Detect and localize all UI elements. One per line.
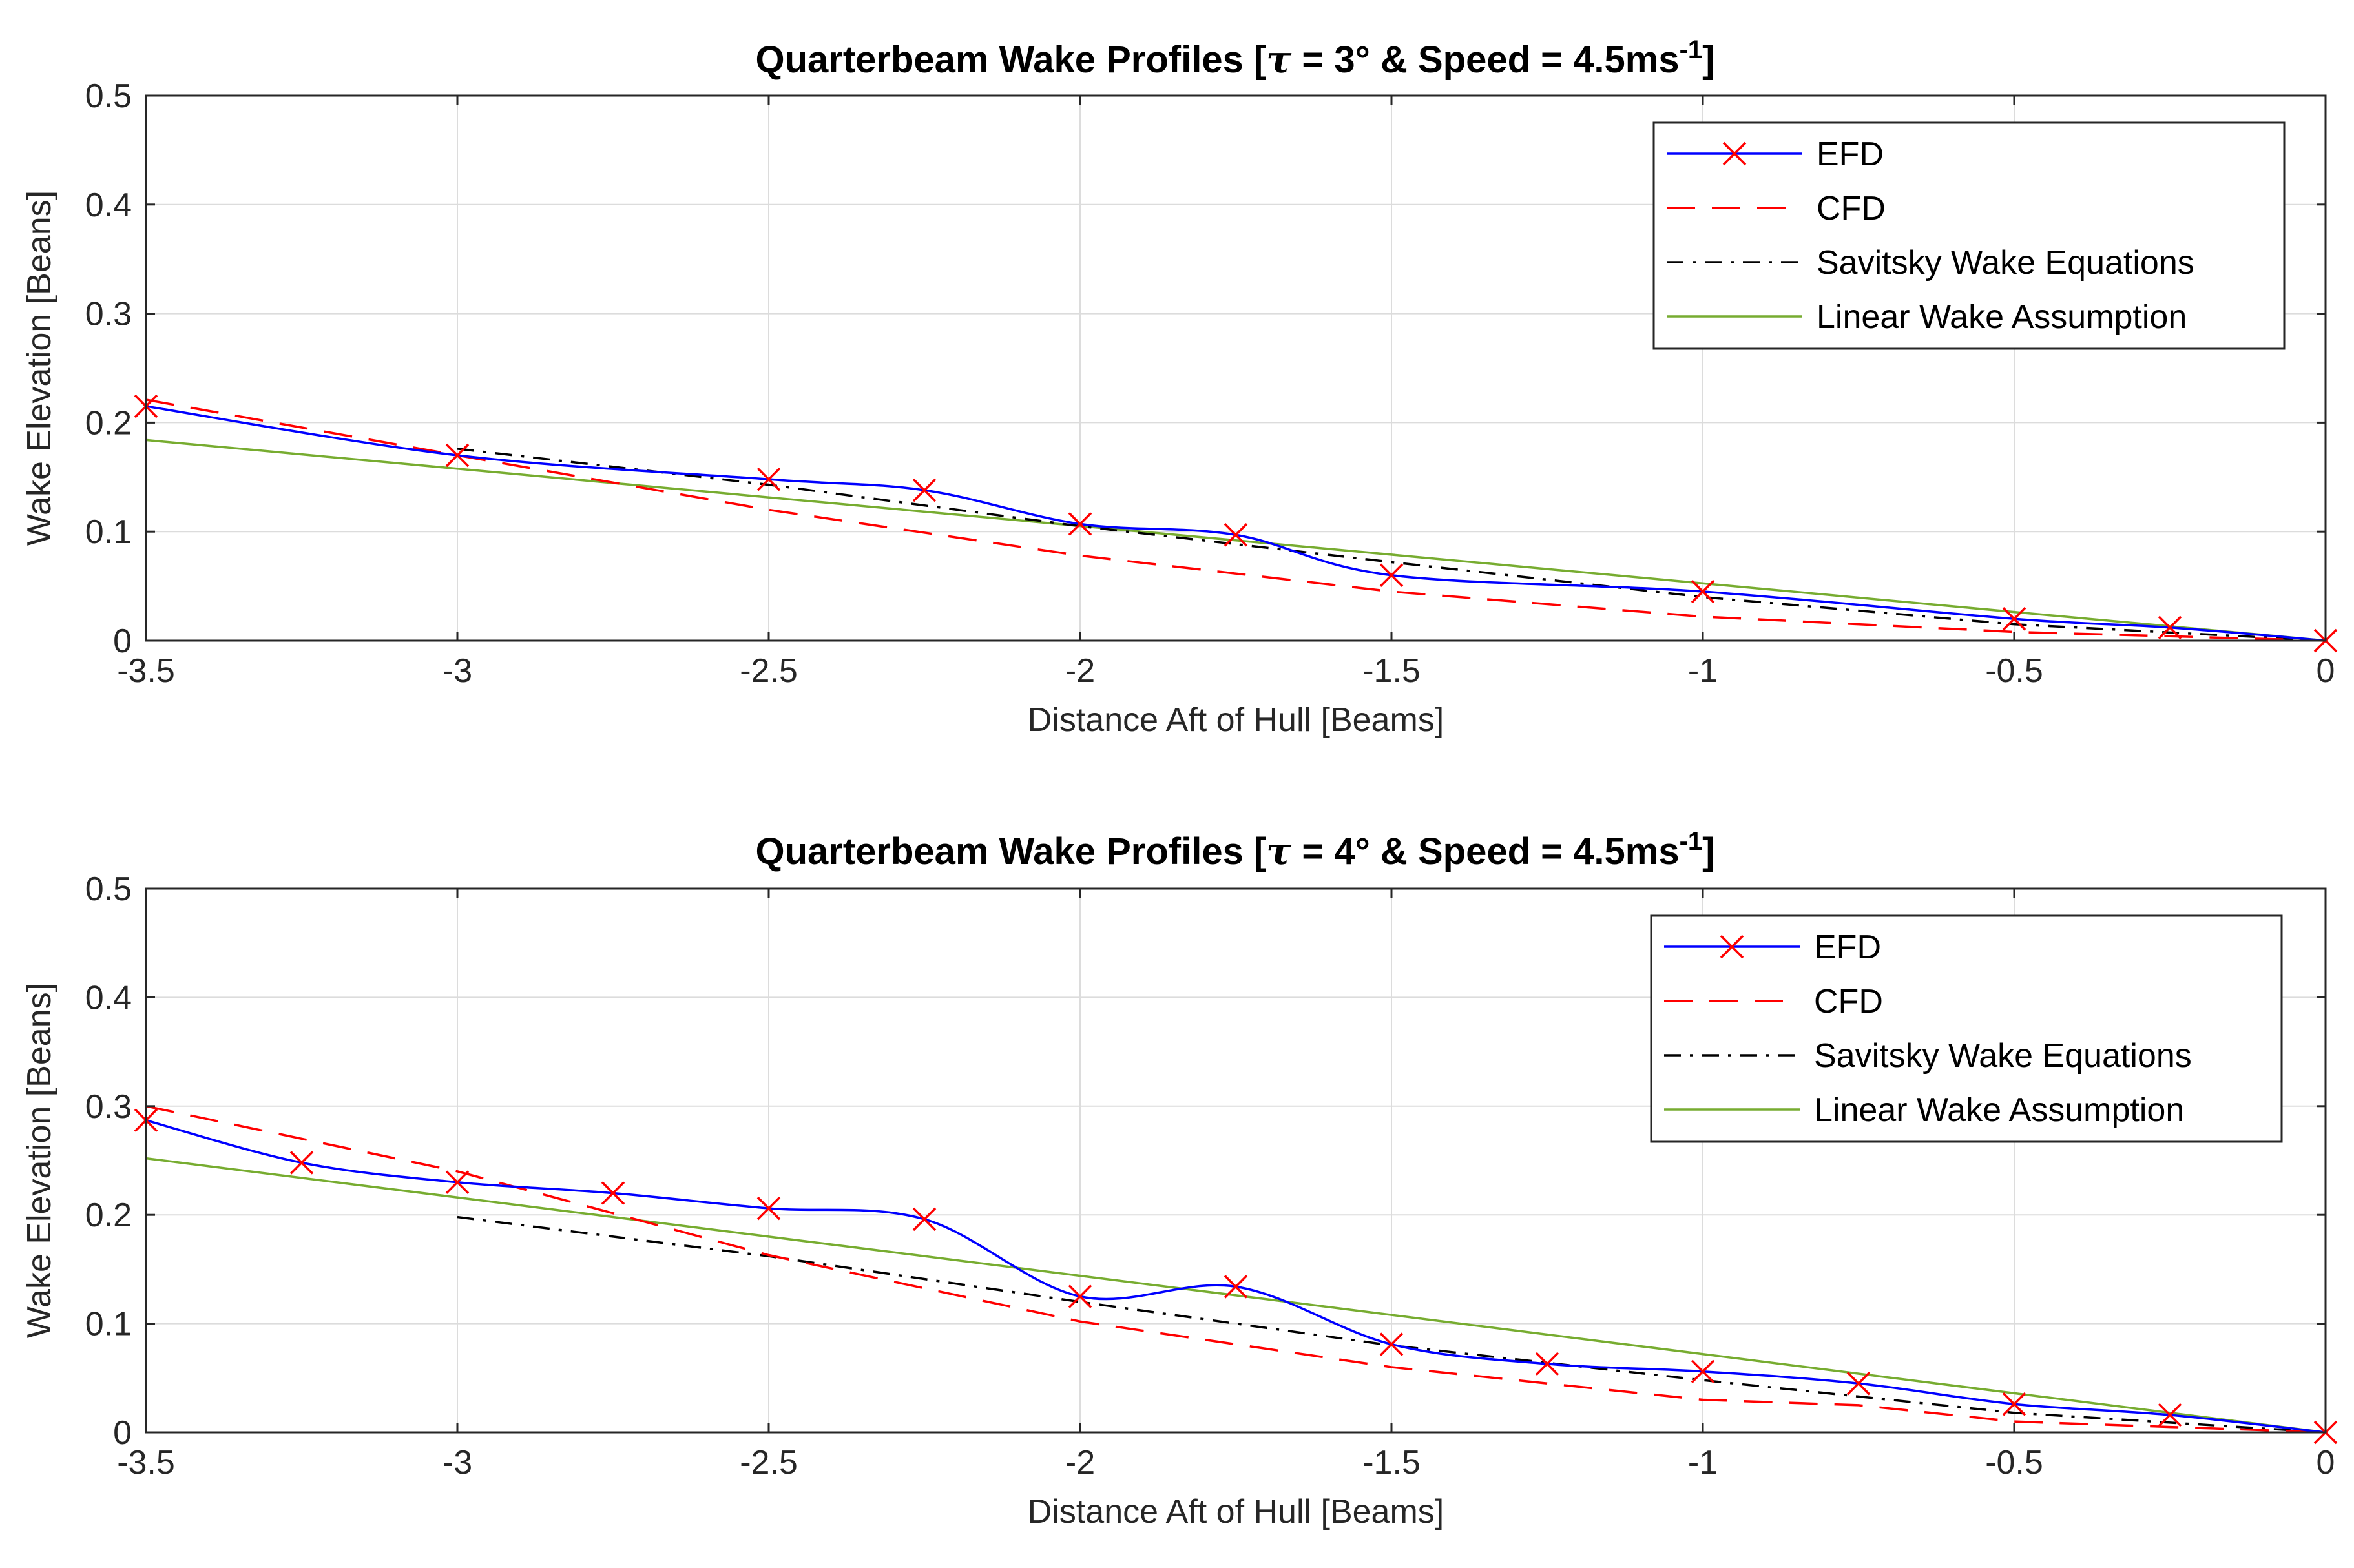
- efd-data-point: [2158, 615, 2182, 639]
- tick-labels: -3.5 -3 -2.5 -2 -1.5 -1 -0.5 0 0 0.1 0.2 0.3 0.4 0.5: [85, 77, 2335, 690]
- efd-data-point: [1224, 523, 1248, 547]
- efd-data-point: [1379, 1332, 1404, 1356]
- series-group: [134, 394, 2338, 653]
- legend-label: Linear Wake Assumption: [1817, 298, 2187, 336]
- axes-frame: [145, 94, 2327, 642]
- subplot-bottom: Quarterbeam Wake Profiles [τ = 4° & Spee…: [21, 827, 2338, 1531]
- chart-title: Quarterbeam Wake Profiles [τ = 4° & Spee…: [755, 827, 1714, 873]
- y-tick-label: 0.5: [85, 77, 132, 115]
- x-tick-label: -2: [1065, 1444, 1095, 1481]
- x-tick-label: -0.5: [1985, 652, 2043, 690]
- efd-data-point: [1068, 512, 1092, 536]
- x-tick-label: -3.5: [117, 1444, 175, 1481]
- x-tick-label: 0: [2317, 1444, 2335, 1481]
- chart-title: Quarterbeam Wake Profiles [τ = 3° & Spee…: [755, 36, 1714, 81]
- y-tick-label: 0.3: [85, 296, 132, 333]
- legend-label: CFD: [1814, 983, 1883, 1020]
- efd-data-point: [445, 443, 470, 468]
- legend-item-linear-wake-assumption: Linear Wake Assumption: [1667, 298, 2187, 336]
- x-tick-label: -1: [1688, 1444, 1718, 1481]
- subplot-top: Quarterbeam Wake Profiles [τ = 3° & Spee…: [21, 36, 2338, 739]
- x-tick-label: -3: [443, 1444, 472, 1481]
- legend-label: EFD: [1817, 136, 1884, 173]
- efd-data-point: [1535, 1352, 1559, 1376]
- series-line-cfd: [145, 398, 2326, 642]
- legend-label: Linear Wake Assumption: [1814, 1091, 2184, 1129]
- y-tick-label: 0.2: [85, 404, 132, 442]
- x-tick-label: 0: [2317, 652, 2335, 690]
- legend-marker: [1722, 141, 1747, 166]
- x-tick-label: -2: [1065, 652, 1095, 690]
- x-tick-label: -1: [1688, 652, 1718, 690]
- series-line-savitsky-wake-equations: [457, 448, 2326, 642]
- efd-data-point: [756, 1196, 781, 1221]
- series-line-efd: [145, 1119, 2326, 1434]
- y-tick-label: 0.3: [85, 1088, 132, 1126]
- efd-data-point: [912, 1207, 937, 1232]
- efd-data-point: [1224, 1275, 1248, 1299]
- efd-data-point: [1691, 579, 1715, 604]
- efd-data-point: [912, 478, 937, 502]
- legend: EFD CFD Savitsky Wake Equations Linear Wake…: [1652, 121, 2286, 350]
- legend-item-linear-wake-assumption: Linear Wake Assumption: [1664, 1091, 2184, 1129]
- x-tick-label: -1.5: [1362, 652, 1421, 690]
- x-tick-label: -3.5: [117, 652, 175, 690]
- y-axis-label: Wake Elevation [Beans]: [21, 983, 58, 1338]
- efd-data-point: [2158, 1403, 2182, 1427]
- x-axis-label: Distance Aft of Hull [Beams]: [1028, 1493, 1444, 1531]
- y-tick-label: 0.2: [85, 1197, 132, 1234]
- x-axis-label: Distance Aft of Hull [Beams]: [1028, 701, 1444, 739]
- series-line-cfd: [145, 1105, 2326, 1434]
- efd-data-point: [2002, 607, 2026, 631]
- efd-data-point: [289, 1151, 314, 1175]
- y-tick-label: 0: [113, 623, 132, 660]
- efd-data-point: [1846, 1371, 1871, 1396]
- x-tick-label: -0.5: [1985, 1444, 2043, 1481]
- legend-label: Savitsky Wake Equations: [1814, 1037, 2192, 1075]
- legend-label: CFD: [1817, 190, 1886, 227]
- legend-label: Savitsky Wake Equations: [1817, 244, 2194, 282]
- y-tick-label: 0.1: [85, 513, 132, 551]
- y-tick-label: 0.1: [85, 1306, 132, 1343]
- y-axis-label: Wake Elevation [Beans]: [21, 191, 58, 546]
- efd-data-point: [445, 1170, 470, 1194]
- y-tick-label: 0.4: [85, 187, 132, 224]
- axes-frame: [145, 887, 2327, 1434]
- y-tick-label: 0.4: [85, 979, 132, 1016]
- x-tick-label: -2.5: [740, 652, 798, 690]
- legend-item-savitsky-wake-equations: Savitsky Wake Equations: [1667, 244, 2194, 282]
- efd-data-point: [601, 1181, 625, 1205]
- legend-item-efd: EFD: [1667, 136, 1884, 173]
- legend-marker: [1720, 934, 1744, 959]
- tick-labels: -3.5 -3 -2.5 -2 -1.5 -1 -0.5 0 0 0.1 0.2 0.3 0.4 0.5: [85, 871, 2335, 1481]
- legend-item-efd: EFD: [1664, 929, 1881, 966]
- efd-data-point: [1379, 563, 1404, 587]
- legend-item-cfd: CFD: [1664, 983, 1883, 1020]
- series-line-linear-wake-assumption: [145, 1157, 2326, 1434]
- legend-box: [1650, 914, 2283, 1143]
- legend: EFD CFD Savitsky Wake Equations Linear Wake…: [1650, 914, 2283, 1143]
- legend-label: EFD: [1814, 929, 1881, 966]
- legend-item-savitsky-wake-equations: Savitsky Wake Equations: [1664, 1037, 2192, 1075]
- x-tick-label: -3: [443, 652, 472, 690]
- series-line-linear-wake-assumption: [145, 438, 2326, 642]
- efd-data-point: [1068, 1284, 1092, 1308]
- y-tick-label: 0.5: [85, 871, 132, 908]
- legend-item-cfd: CFD: [1667, 190, 1886, 227]
- series-line-efd: [145, 405, 2326, 642]
- y-tick-label: 0: [113, 1414, 132, 1452]
- x-tick-label: -1.5: [1362, 1444, 1421, 1481]
- efd-data-point: [756, 467, 781, 491]
- efd-data-point: [2002, 1392, 2026, 1416]
- series-group: [134, 1105, 2338, 1445]
- x-tick-label: -2.5: [740, 1444, 798, 1481]
- legend-box: [1652, 121, 2286, 350]
- efd-data-point: [1691, 1359, 1715, 1383]
